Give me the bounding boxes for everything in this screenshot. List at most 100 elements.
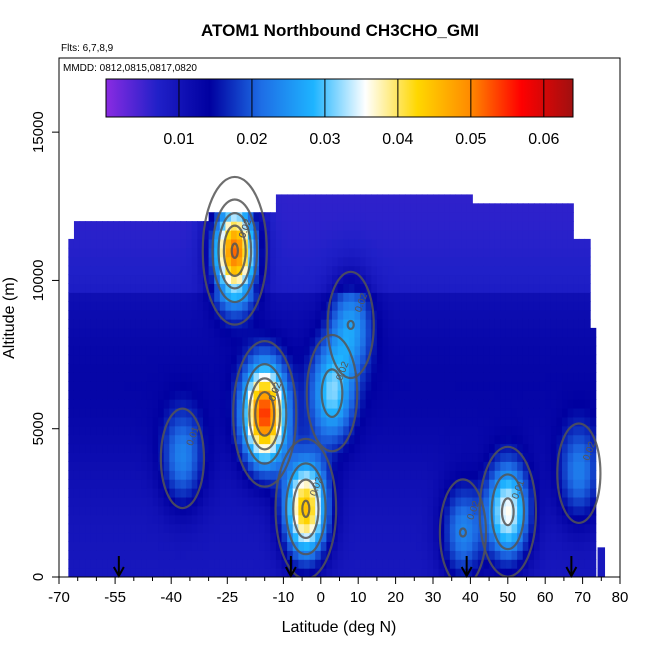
heatmap-cell	[107, 390, 114, 400]
heatmap-cell	[281, 559, 288, 569]
heatmap-cell	[348, 434, 356, 445]
heatmap-cell	[281, 550, 288, 560]
heatmap-cell	[202, 461, 210, 471]
heatmap-cell	[421, 336, 428, 347]
heatmap-cell	[399, 399, 406, 409]
heatmap-cell	[528, 434, 535, 445]
contour-line	[301, 499, 311, 518]
heatmap-cell	[292, 354, 299, 365]
heatmap-cell	[382, 452, 389, 462]
heatmap-cell	[180, 461, 187, 471]
heatmap-cell	[449, 256, 457, 267]
heatmap-cell	[505, 559, 513, 569]
heatmap-cell	[533, 505, 541, 516]
heatmap-cell	[343, 194, 350, 204]
heatmap-cell	[416, 274, 423, 284]
heatmap-cell	[191, 523, 198, 534]
heatmap-cell	[517, 212, 524, 222]
heatmap-cell	[320, 532, 328, 543]
heatmap-cell	[562, 238, 569, 249]
heatmap-cell	[281, 479, 288, 489]
heatmap-cell	[399, 345, 406, 356]
heatmap-cell	[500, 452, 507, 462]
heatmap-cell	[130, 514, 137, 525]
heatmap-cell	[360, 434, 367, 445]
heatmap-cell	[320, 399, 328, 409]
heatmap-cell	[511, 514, 518, 525]
heatmap-cell	[416, 203, 423, 213]
heatmap-cell	[130, 452, 137, 462]
heatmap-cell	[539, 452, 546, 462]
heatmap-cell	[494, 416, 501, 427]
heatmap-cell	[567, 505, 574, 516]
heatmap-cell	[449, 496, 457, 507]
heatmap-cell	[214, 425, 221, 436]
heatmap-cell	[326, 488, 333, 498]
heatmap-cell	[573, 336, 580, 347]
heatmap-cell	[309, 345, 316, 356]
heatmap-cell	[399, 274, 406, 284]
heatmap-cell	[449, 354, 457, 365]
heatmap-cell	[191, 221, 198, 231]
heatmap-cell	[191, 505, 198, 516]
heatmap-cell	[158, 505, 165, 516]
chart-title: ATOM1 Northbound CH3CHO_GMI	[201, 21, 479, 40]
heatmap-cell	[539, 301, 546, 311]
heatmap-cell	[225, 336, 232, 347]
heatmap-cell	[225, 238, 232, 249]
heatmap-cell	[152, 461, 159, 471]
heatmap-cell	[500, 283, 507, 293]
heatmap-cell	[444, 407, 451, 418]
heatmap-cell	[584, 532, 591, 543]
heatmap-cell	[399, 310, 406, 320]
heatmap-cell	[511, 301, 518, 311]
heatmap-cell	[533, 230, 541, 240]
heatmap-cell	[68, 443, 75, 454]
heatmap-cell	[376, 372, 384, 382]
heatmap-cell	[562, 310, 569, 320]
heatmap-cell	[461, 479, 468, 489]
heatmap-cell	[562, 247, 569, 258]
heatmap-cell	[517, 461, 524, 471]
heatmap-cell	[438, 452, 445, 462]
heatmap-cell	[556, 372, 563, 382]
heatmap-cell	[567, 247, 574, 258]
heatmap-cell	[360, 345, 367, 356]
heatmap-cell	[528, 532, 535, 543]
heatmap-cell	[113, 434, 120, 445]
heatmap-cell	[483, 283, 490, 293]
heatmap-cell	[410, 452, 417, 462]
heatmap-cell	[202, 336, 210, 347]
heatmap-cell	[505, 399, 513, 409]
colorbar-bar	[105, 78, 574, 118]
heatmap-cell	[556, 390, 563, 400]
heatmap-cell	[96, 559, 103, 569]
heatmap-cell	[73, 327, 81, 338]
heatmap-cell	[180, 488, 187, 498]
heatmap-cell	[550, 407, 558, 418]
heatmap-cell	[113, 283, 120, 293]
heatmap-cell	[444, 247, 451, 258]
heatmap-cell	[158, 336, 165, 347]
heatmap-cell	[264, 470, 271, 480]
heatmap-cell	[79, 568, 86, 577]
heatmap-cell	[146, 488, 154, 498]
heatmap-cell	[365, 541, 372, 551]
heatmap-cell	[348, 265, 356, 276]
heatmap-cell	[404, 230, 412, 240]
heatmap-cell	[556, 381, 563, 391]
heatmap-cell	[433, 559, 440, 569]
heatmap-cell	[96, 292, 103, 302]
heatmap-cell	[461, 256, 468, 267]
heatmap-cell	[332, 550, 339, 560]
heatmap-cell	[410, 256, 417, 267]
heatmap-cell	[410, 434, 417, 445]
heatmap-cell	[455, 256, 462, 267]
heatmap-cell	[163, 399, 170, 409]
heatmap-cell	[264, 407, 271, 418]
heatmap-cell	[584, 550, 591, 560]
heatmap-cell	[169, 238, 176, 249]
heatmap-cell	[388, 238, 395, 249]
heatmap-cell	[597, 547, 606, 577]
heatmap-cell	[522, 274, 529, 284]
